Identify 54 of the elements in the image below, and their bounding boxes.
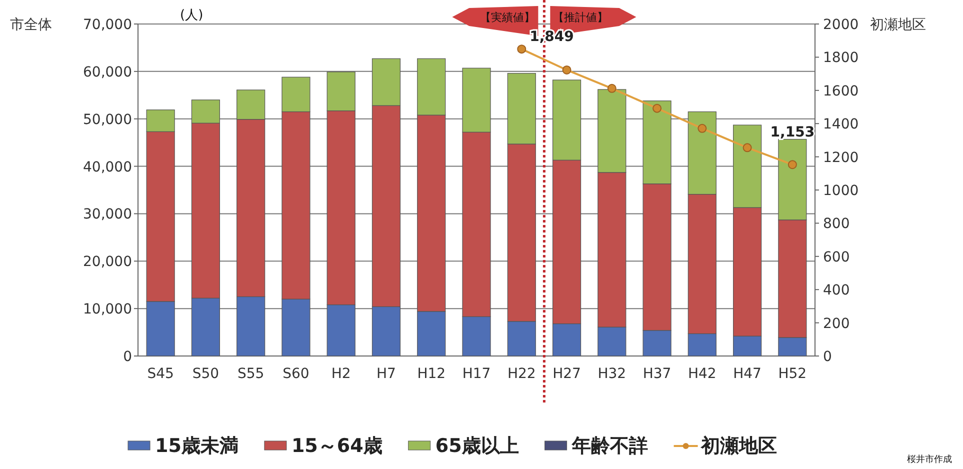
y2-tick-label: 1600: [823, 83, 859, 100]
y-axis-title: 市全体: [10, 17, 52, 33]
y-tick-label: 70,000: [83, 17, 132, 33]
annotation: 【推計値】: [553, 11, 608, 24]
y-tick-label: 50,000: [83, 112, 132, 128]
point: [562, 65, 572, 74]
point: [652, 104, 662, 113]
x-tick-label: H2: [331, 366, 351, 382]
text: (人): [180, 8, 204, 23]
legend-label: 65歳以上: [435, 435, 519, 457]
x-tick-label: H12: [417, 366, 446, 382]
x-tick-label: S60: [282, 366, 310, 382]
legend-label: 初瀬地区: [700, 435, 777, 457]
y2-axis-title: 初瀬地区: [870, 17, 926, 33]
y2-tick-label: 1400: [823, 116, 859, 133]
annotation: 【実績値】: [480, 11, 536, 24]
y2-tick-label: 600: [823, 249, 850, 266]
point: [517, 44, 526, 54]
legend-label: 15歳未満: [155, 435, 238, 457]
x-tick-label: S50: [192, 366, 220, 382]
y2-tick-label: 200: [823, 316, 850, 332]
x-tick-label: H17: [462, 366, 491, 382]
x-tick-label: S55: [237, 366, 264, 382]
x-tick-label: H22: [507, 366, 536, 382]
point: [698, 124, 707, 133]
point: [742, 143, 752, 152]
y-tick-label: 20,000: [83, 254, 132, 270]
x-tick-label: H32: [598, 366, 626, 382]
y-tick-label: 10,000: [83, 302, 132, 318]
x-tick-label: H52: [778, 366, 807, 382]
y-tick-label: 40,000: [83, 159, 132, 176]
y-tick-label: 60,000: [83, 64, 132, 80]
legend-label: 15～64歳: [291, 435, 382, 457]
x-tick-label: H47: [733, 366, 762, 382]
y2-tick-label: 2000: [823, 17, 859, 33]
data-label: 1,849: [530, 29, 574, 46]
x-tick-label: H7: [376, 366, 396, 382]
y2-tick-label: 1200: [823, 150, 859, 166]
point: [607, 84, 616, 93]
y2-tick-label: 1800: [823, 50, 859, 66]
y2-tick-label: 400: [823, 282, 850, 299]
x-tick-label: H27: [552, 366, 581, 382]
x-tick-label: H42: [688, 366, 716, 382]
legend-label: 年齢不詳: [570, 435, 648, 457]
text: 桜井市作成: [907, 454, 952, 465]
x-tick-label: S45: [147, 366, 174, 382]
data-label: 1,153: [770, 124, 815, 141]
x-tick-label: H37: [642, 366, 672, 382]
y-tick-label: 30,000: [83, 206, 132, 223]
y2-tick-label: 0: [823, 349, 832, 365]
y2-tick-label: 800: [823, 216, 850, 232]
y2-tick-label: 1000: [823, 183, 859, 199]
y-tick-label: 0: [123, 349, 132, 365]
point: [788, 160, 797, 170]
